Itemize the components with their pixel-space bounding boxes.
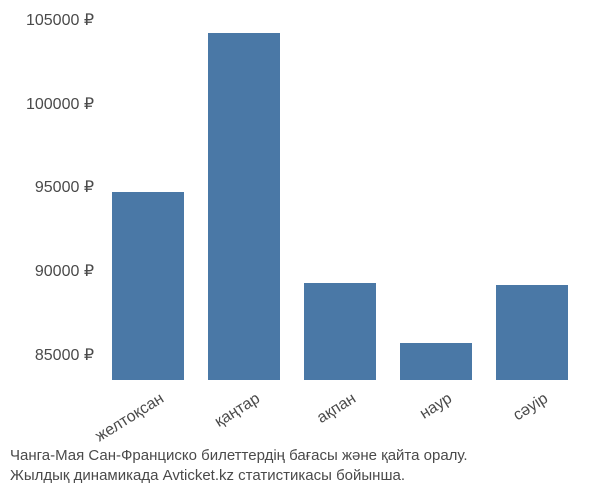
bar — [112, 192, 184, 380]
y-tick-label: 85000 ₽ — [35, 345, 94, 365]
y-tick-label: 105000 ₽ — [26, 10, 94, 30]
bars-container — [100, 20, 580, 380]
bar — [400, 343, 472, 380]
y-tick-label: 95000 ₽ — [35, 177, 94, 197]
plot-area — [100, 20, 580, 380]
caption-line-2: Жылдық динамикада Avticket.kz статистика… — [10, 466, 590, 486]
bar — [496, 285, 568, 380]
y-tick-label: 100000 ₽ — [26, 94, 94, 114]
caption-line-1: Чанга-Мая Сан-Франциско билеттердің баға… — [10, 446, 590, 466]
price-chart: 85000 ₽90000 ₽95000 ₽100000 ₽105000 ₽ же… — [0, 0, 600, 500]
y-tick-label: 90000 ₽ — [35, 261, 94, 281]
chart-caption: Чанга-Мая Сан-Франциско билеттердің баға… — [10, 446, 590, 487]
bar — [208, 33, 280, 380]
bar — [304, 283, 376, 380]
